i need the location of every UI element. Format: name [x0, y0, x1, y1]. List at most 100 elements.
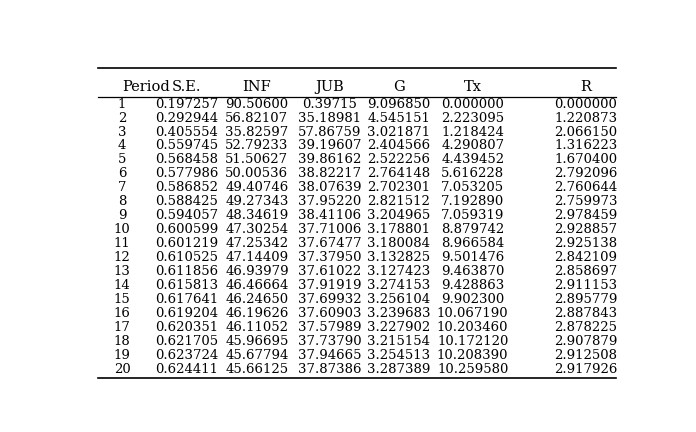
Text: 3.227902: 3.227902 [367, 321, 430, 334]
Text: 9.428863: 9.428863 [441, 279, 505, 292]
Text: 2.878225: 2.878225 [555, 321, 617, 334]
Text: 0.577986: 0.577986 [155, 168, 219, 181]
Text: 3: 3 [118, 126, 126, 139]
Text: 46.93979: 46.93979 [225, 265, 289, 278]
Text: 0.601219: 0.601219 [155, 237, 219, 250]
Text: 5.616228: 5.616228 [441, 168, 504, 181]
Text: 39.19607: 39.19607 [298, 140, 361, 152]
Text: 2.821512: 2.821512 [367, 195, 430, 208]
Text: 45.66125: 45.66125 [226, 363, 288, 376]
Text: 0.588425: 0.588425 [155, 195, 219, 208]
Text: 3.287389: 3.287389 [367, 363, 430, 376]
Text: 48.34619: 48.34619 [226, 210, 289, 222]
Text: 2.764148: 2.764148 [367, 168, 430, 181]
Text: 2.702301: 2.702301 [367, 181, 430, 194]
Text: 4.290807: 4.290807 [441, 140, 504, 152]
Text: G: G [393, 80, 404, 94]
Text: 3.132825: 3.132825 [367, 251, 430, 264]
Text: 6: 6 [118, 168, 126, 181]
Text: 19: 19 [113, 349, 130, 362]
Text: 0.559745: 0.559745 [155, 140, 219, 152]
Text: 0.624411: 0.624411 [155, 363, 219, 376]
Text: 0.568458: 0.568458 [155, 153, 219, 166]
Text: 46.24650: 46.24650 [226, 293, 288, 306]
Text: 2.928857: 2.928857 [555, 223, 617, 236]
Text: 2.917926: 2.917926 [554, 363, 617, 376]
Text: 3.127423: 3.127423 [367, 265, 430, 278]
Text: 37.71006: 37.71006 [298, 223, 361, 236]
Text: 37.73790: 37.73790 [298, 335, 361, 348]
Text: 0.197257: 0.197257 [155, 98, 219, 111]
Text: 37.91919: 37.91919 [298, 279, 361, 292]
Text: 0.615813: 0.615813 [155, 279, 219, 292]
Text: 0.586852: 0.586852 [155, 181, 219, 194]
Text: 37.95220: 37.95220 [298, 195, 361, 208]
Text: 38.07639: 38.07639 [298, 181, 361, 194]
Text: 13: 13 [113, 265, 130, 278]
Text: 9.902300: 9.902300 [441, 293, 505, 306]
Text: 11: 11 [113, 237, 130, 250]
Text: 10.203460: 10.203460 [437, 321, 508, 334]
Text: 1.218424: 1.218424 [441, 126, 504, 139]
Text: 35.18981: 35.18981 [298, 111, 361, 124]
Text: 7: 7 [118, 181, 126, 194]
Text: 2.522256: 2.522256 [367, 153, 430, 166]
Text: 37.57989: 37.57989 [298, 321, 361, 334]
Text: 0.617641: 0.617641 [155, 293, 219, 306]
Text: 4: 4 [118, 140, 126, 152]
Text: 10.208390: 10.208390 [437, 349, 508, 362]
Text: 2.842109: 2.842109 [555, 251, 617, 264]
Text: 0.623724: 0.623724 [155, 349, 219, 362]
Text: 3.256104: 3.256104 [367, 293, 430, 306]
Text: 20: 20 [113, 363, 130, 376]
Text: 0.39715: 0.39715 [302, 98, 357, 111]
Text: 8: 8 [118, 195, 126, 208]
Text: 17: 17 [113, 321, 130, 334]
Text: 0.000000: 0.000000 [555, 98, 617, 111]
Text: 2.887843: 2.887843 [555, 307, 617, 320]
Text: 2.978459: 2.978459 [554, 210, 617, 222]
Text: 12: 12 [113, 251, 130, 264]
Text: 0.620351: 0.620351 [155, 321, 219, 334]
Text: 10.259580: 10.259580 [437, 363, 508, 376]
Text: 7.059319: 7.059319 [441, 210, 505, 222]
Text: 8.879742: 8.879742 [441, 223, 505, 236]
Text: 2.760644: 2.760644 [554, 181, 617, 194]
Text: 7.192890: 7.192890 [441, 195, 505, 208]
Text: 0.292944: 0.292944 [155, 111, 219, 124]
Text: 10.067190: 10.067190 [437, 307, 509, 320]
Text: 9: 9 [118, 210, 126, 222]
Text: 2.792096: 2.792096 [554, 168, 617, 181]
Text: 2.911153: 2.911153 [555, 279, 617, 292]
Text: 90.50600: 90.50600 [226, 98, 288, 111]
Text: 2.759973: 2.759973 [554, 195, 617, 208]
Text: 37.87386: 37.87386 [298, 363, 361, 376]
Text: 49.40746: 49.40746 [226, 181, 289, 194]
Text: 0.611856: 0.611856 [155, 265, 219, 278]
Text: 38.82217: 38.82217 [298, 168, 361, 181]
Text: 2: 2 [118, 111, 126, 124]
Text: 45.96695: 45.96695 [226, 335, 289, 348]
Text: 50.00536: 50.00536 [226, 168, 288, 181]
Text: 0.621705: 0.621705 [155, 335, 219, 348]
Text: 0.405554: 0.405554 [155, 126, 219, 139]
Text: 18: 18 [113, 335, 130, 348]
Text: 3.021871: 3.021871 [367, 126, 430, 139]
Text: 1.316223: 1.316223 [554, 140, 617, 152]
Text: 10.172120: 10.172120 [437, 335, 508, 348]
Text: 0.000000: 0.000000 [441, 98, 504, 111]
Text: Period: Period [122, 80, 170, 94]
Text: 49.27343: 49.27343 [226, 195, 289, 208]
Text: 51.50627: 51.50627 [226, 153, 288, 166]
Text: 0.610525: 0.610525 [155, 251, 219, 264]
Text: 37.60903: 37.60903 [298, 307, 361, 320]
Text: INF: INF [242, 80, 271, 94]
Text: 37.69932: 37.69932 [298, 293, 361, 306]
Text: 47.25342: 47.25342 [226, 237, 288, 250]
Text: 2.404566: 2.404566 [367, 140, 430, 152]
Text: 9.096850: 9.096850 [367, 98, 430, 111]
Text: Tx: Tx [464, 80, 482, 94]
Text: S.E.: S.E. [172, 80, 202, 94]
Text: 37.37950: 37.37950 [298, 251, 361, 264]
Text: 2.895779: 2.895779 [554, 293, 617, 306]
